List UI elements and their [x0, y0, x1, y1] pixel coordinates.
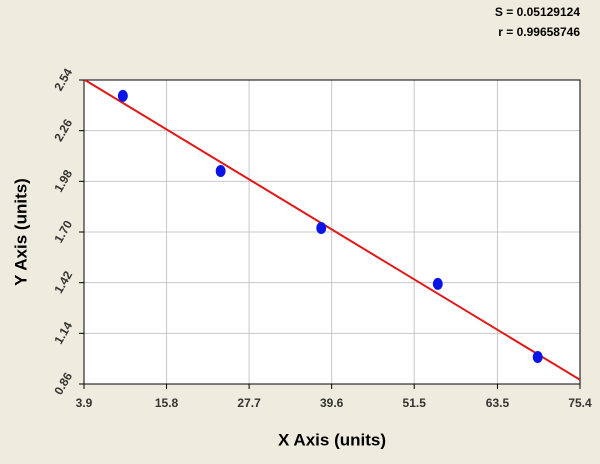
point	[532, 351, 543, 364]
x-tick-label: 63.5	[486, 396, 510, 410]
y-tick-label: 1.70	[51, 218, 75, 246]
x-axis-title: X Axis (units)	[278, 430, 386, 449]
y-tick-label: 1.42	[51, 268, 75, 296]
plot-frame	[83, 79, 581, 385]
point	[117, 89, 128, 102]
x-tick-label: 15.8	[155, 396, 179, 410]
y-tick-label: 2.26	[51, 116, 75, 144]
fit-line	[84, 80, 580, 381]
y-tick-label: 1.14	[51, 319, 75, 347]
x-tick-label: 51.5	[403, 396, 427, 410]
x-tick-label: 75.4	[568, 396, 592, 410]
annotation: S = 0.05129124	[495, 5, 580, 19]
fit-group	[84, 80, 580, 381]
y-tick-label: 1.98	[51, 167, 75, 195]
point	[432, 277, 443, 290]
point	[316, 222, 327, 235]
y-tick-label: 0.86	[51, 370, 75, 398]
annotation: r = 0.99658746	[498, 25, 580, 39]
x-tick-label: 3.9	[76, 396, 93, 410]
point	[215, 165, 226, 178]
y-axis-title: Y Axis (units)	[11, 178, 30, 286]
x-tick-label: 39.6	[320, 396, 344, 410]
x-tick-label: 27.7	[237, 396, 261, 410]
y-tick-label: 2.54	[51, 66, 75, 94]
